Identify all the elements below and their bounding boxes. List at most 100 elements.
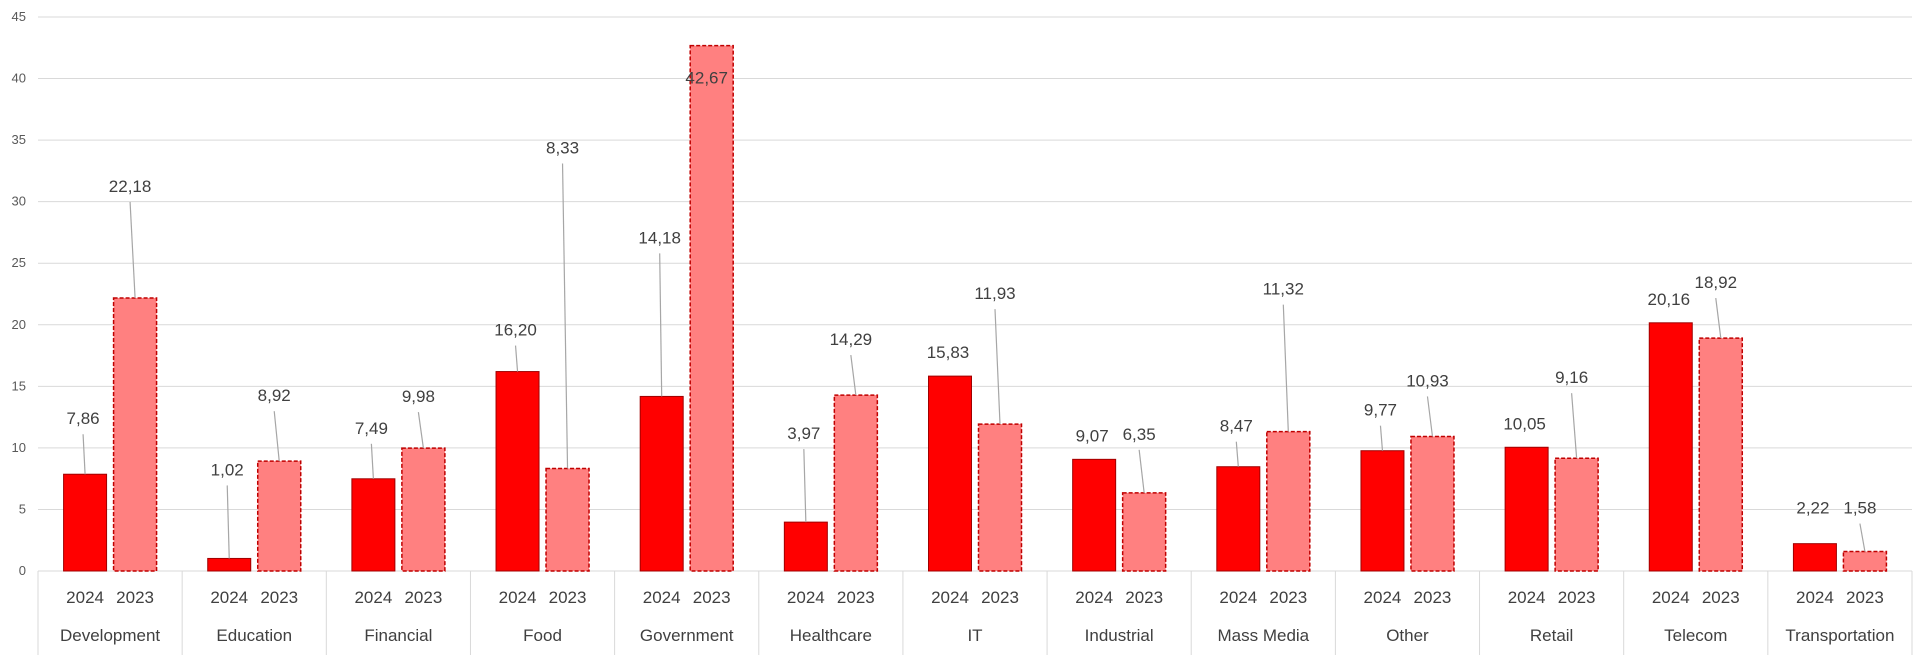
data-label-2023: 18,92 [1694, 273, 1737, 292]
data-label-2023: 9,98 [402, 387, 435, 406]
gridlines [38, 16, 1912, 572]
x-tick-year-2023: 2023 [981, 588, 1019, 607]
bar-2024 [1792, 543, 1837, 572]
bar-2023 [401, 447, 446, 572]
x-category-label: Industrial [1085, 626, 1154, 645]
leader-lines [82, 163, 1866, 559]
y-tick-label: 25 [12, 255, 26, 270]
bar-2023 [1554, 457, 1599, 572]
data-label-2023: 8,92 [258, 386, 291, 405]
leader-line-2024 [82, 434, 86, 475]
x-category-label: Mass Media [1217, 626, 1309, 645]
leader-line-2023 [129, 201, 136, 298]
bar-2023 [1410, 435, 1455, 572]
bar-2024 [639, 395, 684, 572]
x-axis: 2024 2023 Development 2024 2023 Education 2024… [37, 571, 1913, 655]
bar-2024 [1360, 450, 1405, 572]
x-tick-year-2023: 2023 [260, 588, 298, 607]
bar-2023 [112, 297, 158, 572]
data-label-2024: 10,05 [1503, 414, 1546, 433]
data-label-2024: 14,18 [638, 228, 681, 247]
x-category-label: Transportation [1785, 626, 1894, 645]
leader-line-2023 [1282, 304, 1289, 432]
y-tick-label: 30 [12, 194, 26, 209]
leader-line-2024 [370, 443, 374, 479]
x-tick-year-2023: 2023 [1846, 588, 1884, 607]
x-tick-year-2023: 2023 [404, 588, 442, 607]
data-label-2024: 9,77 [1364, 401, 1397, 420]
bar-2023 [256, 460, 302, 572]
data-label-2024: 9,07 [1076, 426, 1109, 445]
bar-2024 [783, 521, 828, 572]
x-tick-year-2024: 2024 [1796, 588, 1834, 607]
x-tick-year-2023: 2023 [116, 588, 154, 607]
leader-line-2023 [1715, 297, 1722, 339]
bars [63, 44, 1888, 572]
leader-line-2023 [1859, 523, 1866, 552]
y-tick-label: 15 [12, 378, 26, 393]
bar-2024 [1504, 446, 1549, 572]
leader-line-2024 [1235, 441, 1239, 467]
leader-line-2023 [561, 163, 569, 469]
data-label-2023: 42,67 [685, 69, 728, 88]
data-label-2023: 14,29 [830, 330, 873, 349]
leader-line-2023 [1426, 396, 1434, 437]
leader-line-2023 [994, 309, 1001, 425]
bar-2024 [1072, 458, 1117, 572]
data-label-2023: 6,35 [1123, 425, 1156, 444]
x-tick-year-2024: 2024 [66, 588, 104, 607]
bar-2024 [495, 371, 540, 572]
x-category-label: IT [967, 626, 982, 645]
bar-2023 [1121, 492, 1167, 572]
x-tick-year-2023: 2023 [693, 588, 731, 607]
x-category-label: Development [60, 626, 160, 645]
leader-line-2023 [1138, 449, 1145, 493]
x-tick-year-2024: 2024 [1364, 588, 1402, 607]
leader-line-2024 [659, 253, 663, 397]
x-tick-year-2024: 2024 [931, 588, 969, 607]
data-label-2023: 22,18 [109, 177, 152, 196]
x-tick-year-2024: 2024 [354, 588, 392, 607]
x-tick-year-2023: 2023 [1558, 588, 1596, 607]
data-label-2024: 15,83 [927, 343, 970, 362]
bar-2024 [1216, 466, 1261, 572]
data-label-2024: 20,16 [1647, 290, 1690, 309]
x-tick-year-2024: 2024 [1075, 588, 1113, 607]
x-tick-year-2023: 2023 [1269, 588, 1307, 607]
leader-line-2024 [226, 485, 230, 559]
y-tick-label: 10 [12, 440, 26, 455]
bar-2023 [1842, 550, 1888, 572]
x-category-label: Government [640, 626, 734, 645]
data-label-2024: 8,47 [1220, 417, 1253, 436]
bar-2023 [977, 423, 1023, 572]
leader-line-2024 [803, 449, 807, 523]
y-tick-label: 35 [12, 132, 26, 147]
data-label-2023: 1,58 [1843, 499, 1876, 518]
x-tick-year-2024: 2024 [1219, 588, 1257, 607]
y-tick-label: 0 [19, 563, 26, 578]
data-label-2023: 8,33 [546, 138, 579, 157]
x-tick-year-2023: 2023 [1125, 588, 1163, 607]
x-tick-year-2023: 2023 [837, 588, 875, 607]
bar-2024 [928, 375, 972, 572]
data-label-2023: 11,32 [1263, 280, 1304, 299]
data-label-2023: 10,93 [1406, 371, 1449, 390]
x-tick-year-2024: 2024 [643, 588, 681, 607]
data-label-2024: 1,02 [211, 460, 244, 479]
data-label-2024: 16,20 [494, 321, 537, 340]
y-tick-label: 20 [12, 317, 26, 332]
bar-2023 [833, 394, 879, 572]
x-tick-year-2024: 2024 [787, 588, 825, 607]
leader-line-2023 [273, 411, 280, 462]
x-tick-year-2024: 2024 [499, 588, 537, 607]
x-tick-year-2023: 2023 [1414, 588, 1452, 607]
bar-2024 [207, 557, 252, 572]
bar-2023 [689, 44, 734, 572]
x-tick-year-2024: 2024 [210, 588, 248, 607]
data-label-2024: 2,22 [1796, 499, 1829, 518]
leader-line-2024 [1379, 425, 1384, 451]
x-tick-year-2024: 2024 [1652, 588, 1690, 607]
data-label-2024: 7,49 [355, 419, 388, 438]
data-label-2024: 3,97 [787, 424, 820, 443]
